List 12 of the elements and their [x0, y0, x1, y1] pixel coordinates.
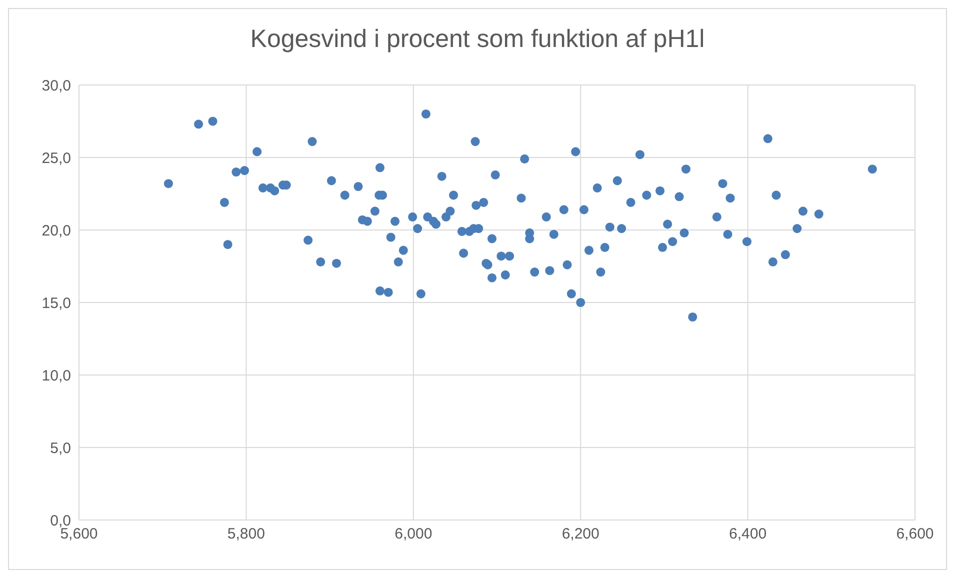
x-tick-label: 6,600 — [896, 526, 934, 543]
y-tick-label: 10,0 — [42, 367, 71, 384]
y-tick-label: 15,0 — [42, 294, 71, 312]
x-tick-label: 6,400 — [729, 526, 767, 543]
y-tick-label: 25,0 — [42, 150, 71, 167]
chart-title: Kogesvind i procent som funktion af pH1l — [249, 25, 706, 55]
x-tick-label: 5,800 — [227, 526, 265, 543]
y-tick-label: 30,0 — [42, 77, 71, 94]
x-tick-label: 6,000 — [394, 526, 432, 543]
x-tick-label: 6,200 — [562, 526, 600, 543]
y-tick-label: 5,0 — [50, 440, 71, 457]
y-tick-label: 20,0 — [42, 222, 71, 240]
